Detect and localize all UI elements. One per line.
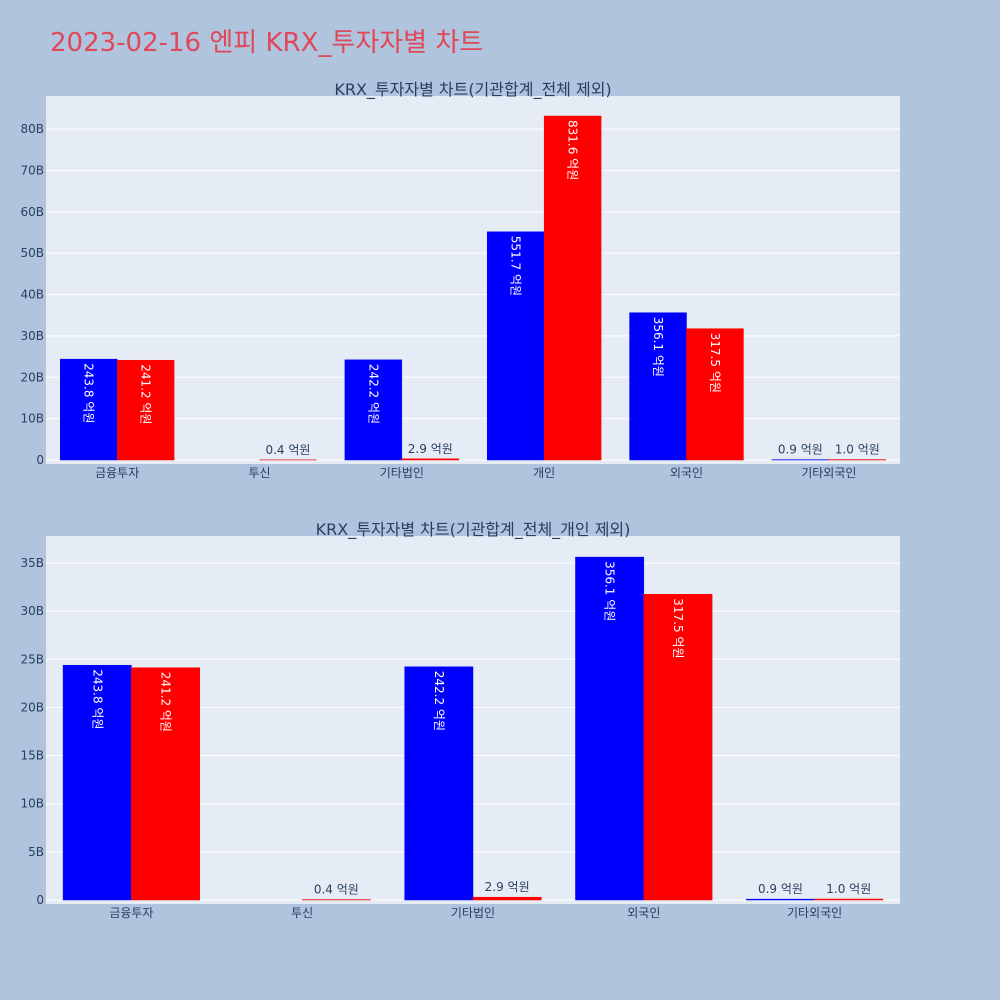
- y-tick-label: 35B: [20, 556, 44, 570]
- bar: [344, 359, 403, 461]
- y-tick-label: 20B: [20, 700, 44, 714]
- bar: [472, 896, 542, 901]
- data-label: 317.5 억원: [671, 598, 685, 658]
- bar: [404, 666, 474, 901]
- data-label: 243.8 억원: [82, 363, 96, 423]
- y-tick-label: 60B: [20, 205, 44, 219]
- data-label: 242.2 억원: [432, 671, 446, 731]
- data-label: 2.9 억원: [408, 442, 453, 456]
- y-tick-label: 30B: [20, 329, 44, 343]
- y-tick-label: 0: [36, 893, 44, 907]
- bar: [401, 458, 460, 461]
- x-tick-label: 투신: [248, 466, 270, 480]
- data-label: 1.0 억원: [826, 882, 871, 896]
- x-tick-label: 외국인: [627, 906, 660, 920]
- y-tick-label: 80B: [20, 122, 44, 136]
- data-label: 241.2 억원: [139, 364, 153, 424]
- bar: [686, 328, 744, 461]
- y-tick-label: 10B: [20, 797, 44, 811]
- x-tick-label: 기타외국인: [787, 906, 842, 920]
- y-tick-label: 25B: [20, 652, 44, 666]
- data-label: 356.1 억원: [651, 317, 665, 377]
- y-tick-label: 50B: [20, 246, 44, 260]
- bar: [486, 231, 545, 461]
- data-label: 241.2 억원: [159, 672, 173, 732]
- chart-top: 0 10B 20B 30B 40B 50B 60B 70B 80B KRX_투자자별 차트(기관합…: [20, 80, 900, 480]
- bar: [62, 664, 132, 901]
- chart-title: KRX_투자자별 차트(기관합계_전체 제외): [334, 80, 611, 100]
- x-tick-label: 금융투자: [95, 466, 139, 480]
- x-tick-label: 기타외국인: [801, 466, 856, 480]
- data-label: 551.7 억원: [509, 236, 523, 296]
- data-label: 1.0 억원: [835, 443, 880, 457]
- bar: [116, 359, 175, 461]
- data-label: 356.1 억원: [603, 561, 617, 621]
- bar: [629, 312, 687, 461]
- data-label: 0.4 억원: [265, 443, 310, 457]
- chart-title: KRX_투자자별 차트(기관합계_전체_개인 제외): [316, 520, 631, 540]
- data-label: 317.5 억원: [708, 333, 722, 393]
- bar: [131, 667, 200, 901]
- x-tick-label: 외국인: [670, 466, 703, 480]
- y-tick-label: 10B: [20, 412, 44, 426]
- x-tick-label: 금융투자: [109, 906, 153, 920]
- bar: [746, 898, 815, 901]
- x-tick-label: 개인: [533, 466, 555, 480]
- bar: [814, 898, 884, 901]
- data-label: 243.8 억원: [90, 669, 104, 729]
- y-tick-label: 0: [36, 453, 44, 467]
- plot-area: [46, 96, 900, 464]
- y-tick-label: 5B: [28, 845, 44, 859]
- y-tick-label: 30B: [20, 604, 44, 618]
- bar: [575, 556, 645, 901]
- data-label: 2.9 억원: [485, 880, 530, 894]
- data-label: 0.9 억원: [758, 882, 803, 896]
- y-tick-label: 15B: [20, 749, 44, 763]
- x-tick-label: 기타법인: [380, 466, 424, 480]
- y-tick-label: 20B: [20, 370, 44, 384]
- bar: [643, 594, 713, 901]
- x-tick-label: 기타법인: [451, 906, 495, 920]
- y-tick-label: 70B: [20, 163, 44, 177]
- data-label: 242.2 억원: [366, 364, 380, 424]
- bar: [543, 115, 602, 461]
- chart-bottom: 0 5B 10B 15B 20B 25B 30B 35B KRX_투자자별 차트(기관합계_전체…: [20, 520, 900, 920]
- y-tick-label: 40B: [20, 288, 44, 302]
- bar: [59, 358, 118, 461]
- data-label: 0.9 억원: [778, 443, 823, 457]
- x-tick-label: 투신: [291, 906, 313, 920]
- data-label: 831.6 억원: [566, 120, 580, 180]
- page-title: 2023-02-16 엔피 KRX_투자자별 차트: [50, 28, 484, 58]
- data-label: 0.4 억원: [314, 883, 359, 897]
